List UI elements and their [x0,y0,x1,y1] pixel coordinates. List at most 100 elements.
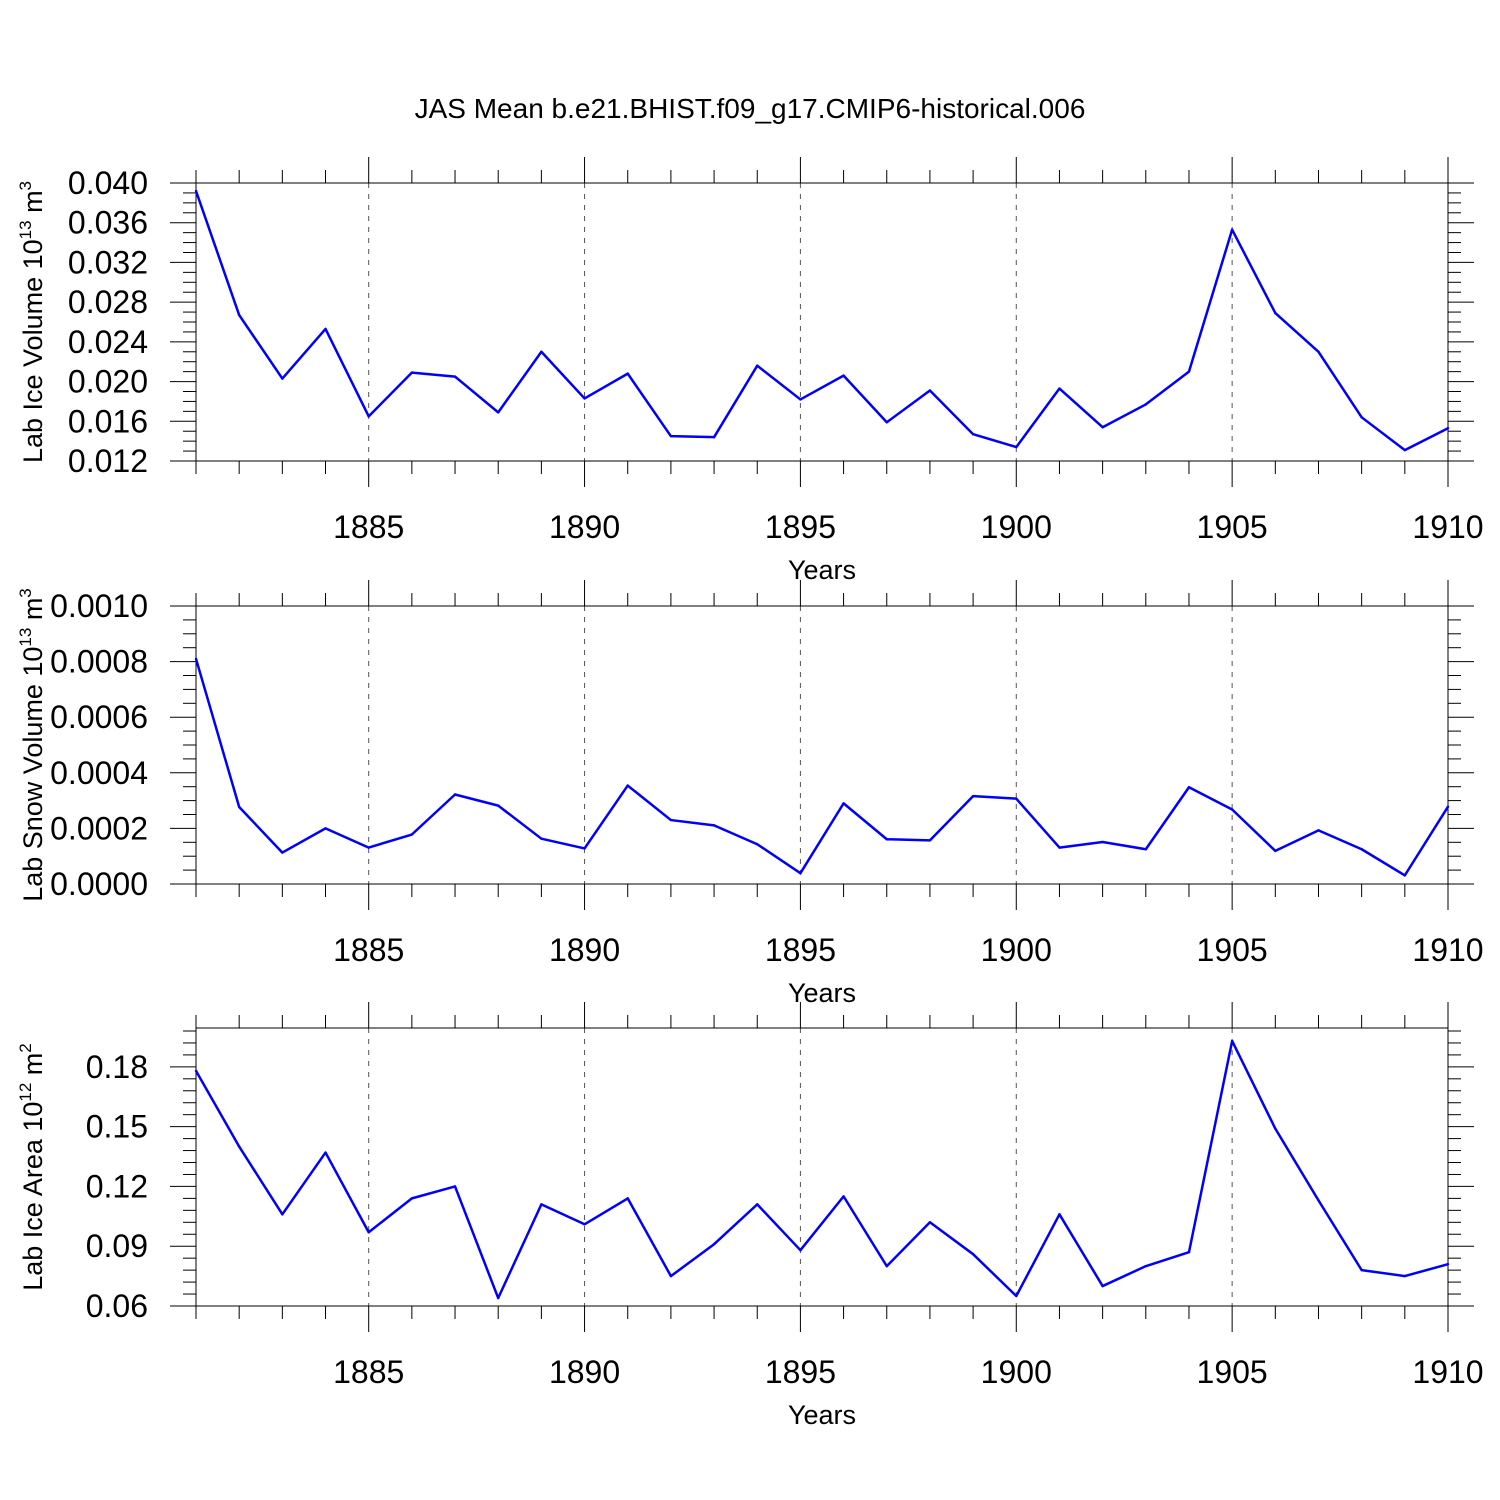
y-axis-label-part: 3 [16,181,35,190]
data-point [669,1274,673,1278]
y-axis-label: Lab Snow Volume 1013 m3 [16,588,48,902]
data-point [453,375,457,378]
chart-panel-snow-volume: 0.0000 0.0002 0.0004 0.0006 0.0008 0.0010 1885… [16,580,1484,1008]
data-point [1058,387,1061,390]
y-axis-label: Lab Ice Volume 1013 m3 [16,181,48,463]
data-point [194,657,198,661]
x-tick-label: 1910 [1412,1354,1483,1390]
x-tick-label: 1890 [549,1354,620,1390]
plot-frame [195,605,1449,885]
data-point [1317,350,1320,353]
data-point [367,1231,370,1234]
y-tick-label: 0.012 [68,443,148,479]
data-point [1015,445,1018,449]
y-tick-label: 0.032 [68,244,148,280]
data-point [540,837,543,840]
y-axis-label-part: m [18,1053,48,1083]
y-axis-label-part: 12 [16,1083,35,1102]
data-point [1403,874,1407,877]
y-tick-label: 0.020 [68,364,148,400]
data-point [712,1243,716,1246]
data-point [842,1195,845,1198]
y-axis-label-part: m [18,190,48,220]
data-point [410,371,414,374]
data-point [281,377,284,380]
y-axis-label-part: m [18,598,48,628]
y-axis-label-part: 3 [16,588,35,597]
y-tick-label: 0.040 [68,165,148,201]
y-tick-label: 0.06 [86,1288,148,1324]
y-axis-label-part: 2 [16,1043,35,1052]
data-point [1101,426,1104,429]
data-point [1015,1294,1018,1298]
data-point [712,824,716,827]
y-axis-label-part: Lab Ice Volume 10 [18,239,48,463]
data-point [1446,805,1450,808]
data-point [453,793,457,796]
data-point [194,1069,198,1073]
y-axis-label: Lab Ice Area 1012 m2 [16,1043,48,1291]
data-point [971,1252,975,1256]
x-tick-label: 1905 [1197,1354,1268,1390]
data-point [1144,403,1147,406]
y-tick-label: 0.016 [68,403,148,439]
chart-panel-ice-area: 0.06 0.09 0.12 0.15 0.18 1885 1890 1895 1900 1905… [16,1002,1484,1430]
data-point [971,432,975,436]
data-point [1187,786,1191,789]
data-point [885,1264,888,1268]
y-axis-label-part: 13 [16,220,35,239]
data-point [1015,797,1018,800]
y-tick-label: 0.09 [86,1228,148,1264]
x-tick-label: 1885 [333,1354,404,1390]
data-point [237,1145,241,1148]
x-tick-label: 1910 [1412,509,1483,545]
y-tick-label: 0.15 [86,1109,148,1145]
data-point [928,1221,932,1224]
data-point [281,1213,284,1216]
x-tick-label: 1895 [765,932,836,968]
x-tick-label: 1890 [549,932,620,968]
x-axis-label: Years [788,978,856,1008]
data-point [410,833,414,836]
data-point [1187,370,1191,373]
data-point [626,1197,629,1200]
y-tick-label: 0.12 [86,1168,148,1204]
data-point [669,818,673,822]
data-point [1446,1262,1450,1266]
data-point [540,350,543,353]
data-point [1230,228,1234,231]
data-point [1317,829,1320,832]
data-point [583,1223,586,1226]
x-tick-label: 1885 [333,932,404,968]
x-tick-label: 1900 [981,509,1052,545]
data-point [1230,1039,1234,1043]
y-tick-label: 0.024 [68,324,148,360]
data-point [756,843,759,846]
data-point [626,784,629,787]
data-point [497,804,500,807]
y-axis-label-part: 13 [16,628,35,647]
y-tick-label: 0.0006 [50,699,148,735]
data-point [497,411,500,414]
plot-frame [195,1027,1449,1307]
data-point [324,327,327,331]
data-point [1274,1127,1277,1130]
data-point [583,847,586,850]
y-tick-label: 0.0010 [50,588,148,624]
data-point [1403,448,1407,452]
data-point [971,794,975,798]
y-tick-label: 0.0004 [50,755,148,791]
y-axis-label-part: Lab Ice Area 10 [18,1102,48,1291]
data-point [799,1249,802,1252]
x-tick-label: 1890 [549,509,620,545]
data-point [410,1197,414,1200]
x-tick-label: 1910 [1412,932,1483,968]
data-point [842,802,845,805]
data-point [756,364,759,367]
y-tick-label: 0.0000 [50,866,148,902]
x-tick-label: 1895 [765,509,836,545]
y-tick-label: 0.036 [68,205,148,241]
data-point [669,434,673,438]
data-point [237,313,241,317]
